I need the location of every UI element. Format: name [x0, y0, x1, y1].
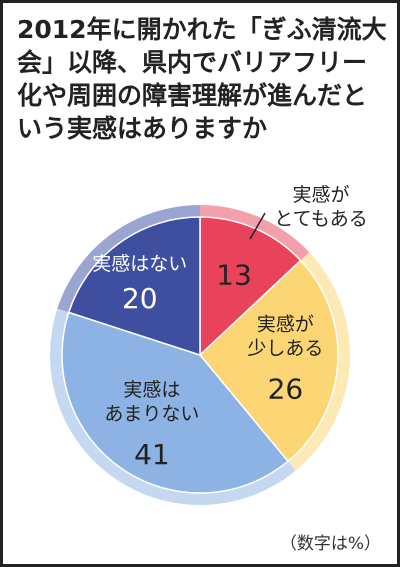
- category-line: 実感はない: [92, 252, 187, 274]
- category-label: 実感はあまりない: [104, 378, 199, 424]
- note: （数字は%）: [279, 534, 381, 554]
- category-line: 実感が: [257, 313, 314, 335]
- category-label: 実感はない: [92, 252, 187, 274]
- slice: [198, 259, 339, 463]
- category-line: 実感が: [292, 184, 349, 206]
- value-label: 41: [134, 438, 170, 471]
- category-line: とてもある: [274, 208, 367, 230]
- slice: [199, 216, 302, 357]
- value-label: 20: [122, 282, 158, 315]
- chart-title: 2012年に開かれた「ぎふ清流大会」以降、県内でバリアフリー化や周囲の障害理解が…: [17, 15, 387, 143]
- leader-line: [249, 212, 266, 240]
- category-line: あまりない: [104, 402, 199, 424]
- value-label: 26: [268, 372, 304, 405]
- category-label: 実感がとてもある: [274, 184, 367, 230]
- slice: [67, 216, 201, 357]
- category-line: 少しある: [247, 337, 323, 359]
- slice: [61, 311, 290, 494]
- category-label: 実感が少しある: [247, 313, 323, 359]
- category-line: 実感は: [123, 378, 180, 400]
- value-label: 13: [216, 258, 252, 291]
